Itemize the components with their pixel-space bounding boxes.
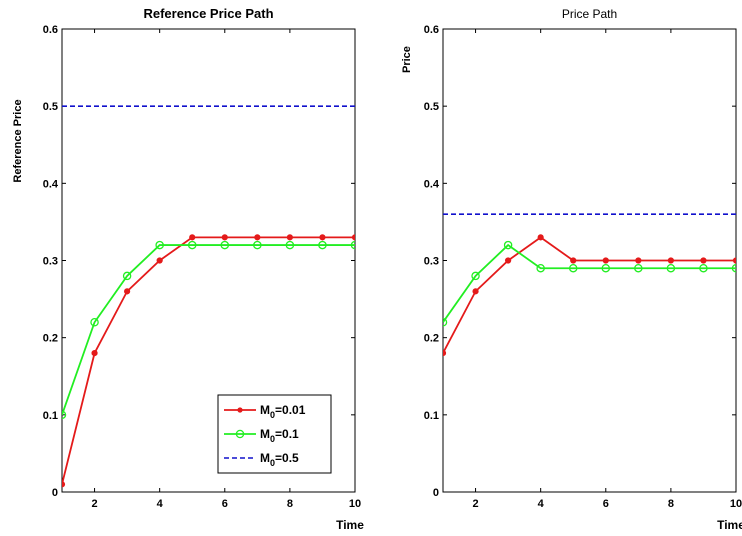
- data-point: [537, 234, 544, 241]
- y-tick-label: 0.4: [424, 178, 440, 190]
- chart-panel-2: 2 4 6 8 10 0 0.1 0.2 0.3 0.4 0.5 0.6 Price Path Price…: [401, 7, 742, 532]
- data-point: [62, 481, 66, 488]
- series-line: [62, 244, 355, 416]
- data-point: [189, 234, 196, 241]
- series-1: [62, 234, 355, 488]
- legend-entry: M0=0.5: [224, 451, 299, 468]
- series-line: [62, 236, 355, 485]
- data-point: [634, 263, 643, 273]
- x-tick-label: 8: [287, 498, 293, 510]
- y-tick-label: 0.5: [43, 101, 58, 113]
- y-tick-label: 0.2: [43, 333, 58, 345]
- chart-title: Reference Price Path: [143, 6, 273, 21]
- data-point: [471, 271, 480, 281]
- x-axis-label: Time: [336, 518, 364, 532]
- data-point: [91, 350, 98, 357]
- legend-label: M0=0.1: [260, 427, 299, 444]
- data-point: [732, 257, 736, 264]
- data-point: [536, 263, 545, 273]
- data-point: [221, 234, 228, 241]
- series-line: [443, 236, 736, 354]
- data-point: [319, 234, 326, 241]
- legend-entry: M0=0.01: [224, 403, 306, 420]
- data-point: [253, 240, 262, 250]
- y-tick-label: 0: [433, 487, 439, 499]
- x-tick-label: 2: [91, 498, 97, 510]
- data-point: [62, 410, 67, 420]
- data-point: [667, 257, 674, 264]
- x-tick-label: 6: [603, 498, 609, 510]
- y-tick-label: 0.3: [424, 256, 439, 268]
- y-tick-label: 0.6: [43, 24, 58, 36]
- data-point: [699, 263, 708, 273]
- y-tick-label: 0.1: [43, 410, 58, 422]
- y-tick-label: 0.2: [424, 333, 439, 345]
- data-point: [570, 257, 577, 264]
- data-point: [731, 263, 736, 273]
- series-2: [443, 240, 736, 327]
- series-1: [443, 234, 736, 357]
- data-point: [443, 350, 447, 357]
- y-tick-label: 0.3: [43, 256, 58, 268]
- data-point: [602, 257, 609, 264]
- data-point: [472, 288, 479, 295]
- data-point: [601, 263, 611, 273]
- x-tick-label: 6: [222, 498, 228, 510]
- data-point: [318, 240, 327, 250]
- y-tick-label: 0: [52, 487, 58, 499]
- y-tick-label: 0.5: [424, 101, 439, 113]
- data-point: [155, 240, 164, 250]
- data-point: [700, 257, 707, 264]
- legend-label: M0=0.01: [260, 403, 306, 420]
- data-point: [505, 257, 512, 264]
- data-point: [285, 240, 295, 250]
- y-axis-label: Reference Price: [12, 99, 24, 182]
- y-tick-label: 0.6: [424, 24, 439, 36]
- data-point: [568, 263, 578, 273]
- series-line: [443, 243, 736, 323]
- data-point: [666, 263, 676, 273]
- data-point: [503, 240, 513, 250]
- x-tick-label: 8: [668, 498, 674, 510]
- data-point: [156, 257, 163, 264]
- x-axis-label: Time: [717, 518, 742, 532]
- data-point: [122, 271, 132, 281]
- y-axis-label: Price: [401, 46, 413, 73]
- data-point: [220, 240, 230, 250]
- series-2: [62, 240, 355, 420]
- data-point: [90, 317, 99, 327]
- y-tick-label: 0.1: [424, 410, 439, 422]
- data-point: [254, 234, 261, 241]
- y-tick-label: 0.4: [43, 178, 59, 190]
- chart-title: Price Path: [562, 7, 617, 21]
- legend-entry: M0=0.1: [224, 427, 299, 444]
- data-point: [187, 240, 197, 250]
- x-tick-label: 2: [472, 498, 478, 510]
- data-point: [286, 234, 293, 241]
- chart-panel-1: 2 4 6 8 10 0 0.1 0.2 0.3 0.4 0.5 0.6 Reference Price…: [12, 6, 364, 532]
- legend: M0=0.01 M0=0.1 M0=0.5: [217, 394, 332, 474]
- legend-marker: [235, 429, 245, 439]
- x-tick-label: 4: [157, 498, 164, 510]
- data-point: [351, 234, 355, 241]
- legend-label: M0=0.5: [260, 451, 299, 468]
- data-point: [443, 317, 448, 327]
- x-tick-label: 10: [730, 498, 742, 510]
- data-point: [350, 240, 355, 250]
- data-point: [124, 288, 131, 295]
- x-tick-label: 10: [349, 498, 361, 510]
- legend-marker: [237, 407, 243, 413]
- x-tick-label: 4: [538, 498, 545, 510]
- data-point: [635, 257, 642, 264]
